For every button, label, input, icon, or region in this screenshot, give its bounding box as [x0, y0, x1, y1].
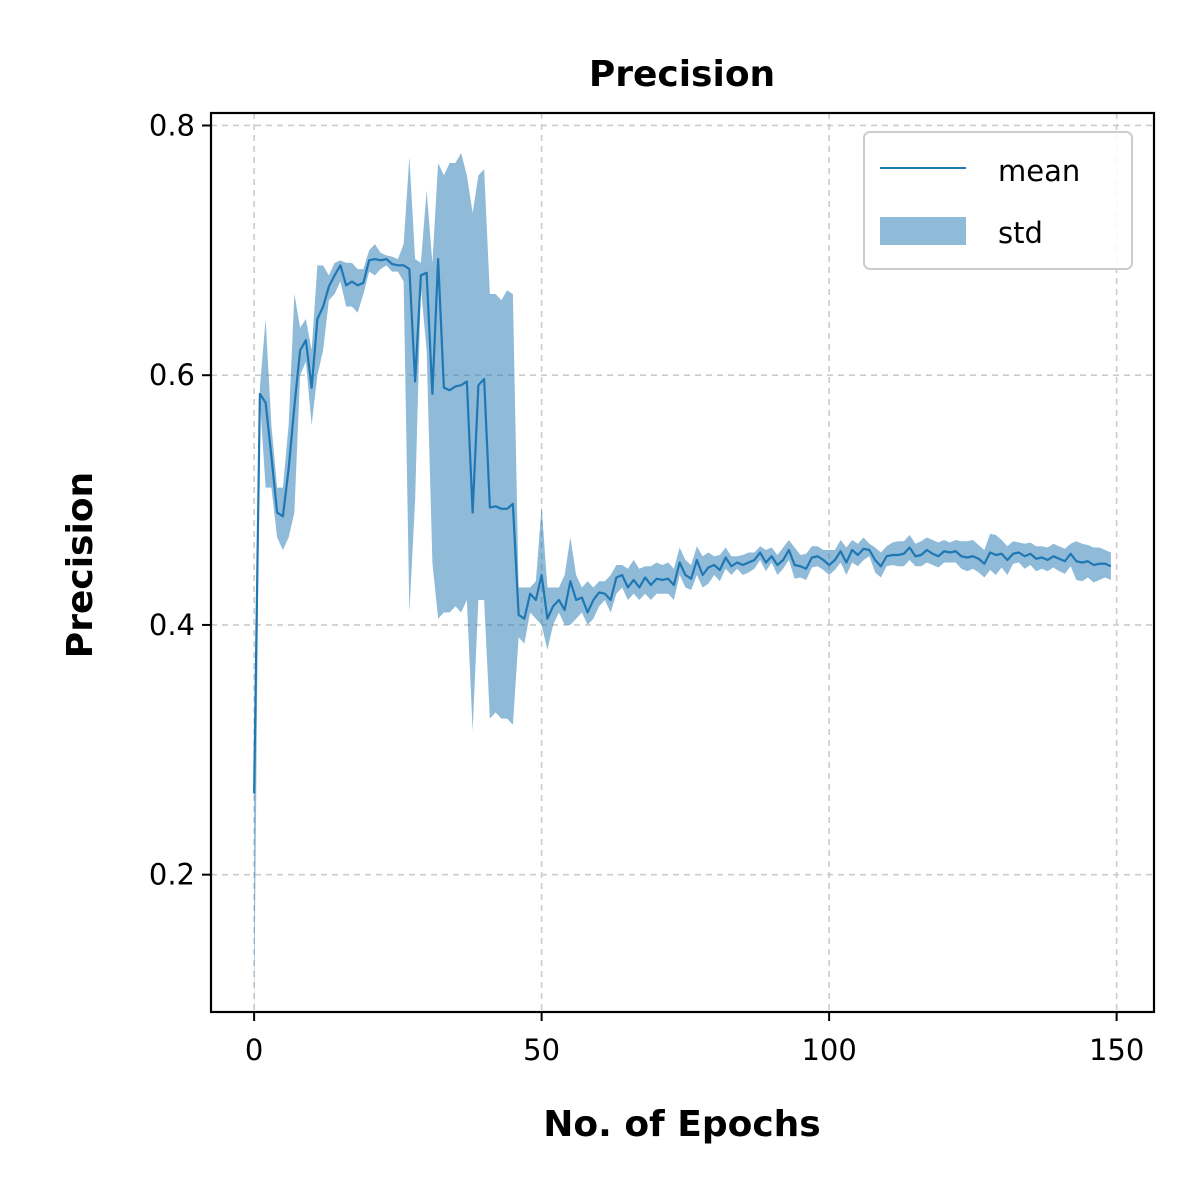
grid-lines	[211, 113, 1154, 1012]
y-tick-label: 0.4	[149, 608, 195, 642]
x-tick-label: 150	[1089, 1033, 1144, 1067]
plot-frame	[209, 111, 1156, 1014]
x-tick-label: 50	[523, 1033, 560, 1067]
mean-line	[253, 257, 1112, 794]
legend-std-swatch	[880, 217, 966, 245]
x-tick-label: 100	[801, 1033, 856, 1067]
legend-std-label: std	[998, 216, 1043, 250]
y-tick-label: 0.6	[149, 358, 195, 392]
y-tick-label: 0.8	[149, 108, 195, 142]
mean-line-layer	[253, 257, 1112, 794]
std-band-layer	[254, 152, 1111, 1019]
legend: mean std	[863, 131, 1133, 270]
legend-mean-label: mean	[998, 154, 1080, 188]
x-axis-title: No. of Epochs	[543, 1104, 821, 1145]
x-tick-label: 0	[245, 1033, 263, 1067]
y-tick-label: 0.2	[149, 858, 195, 892]
axis-ticks: 0 50 100 150 0.2 0.4 0.6 0.8	[149, 108, 1144, 1067]
chart-title: Precision	[589, 54, 775, 95]
y-axis-title: Precision	[60, 472, 101, 658]
std-band	[254, 152, 1111, 1019]
